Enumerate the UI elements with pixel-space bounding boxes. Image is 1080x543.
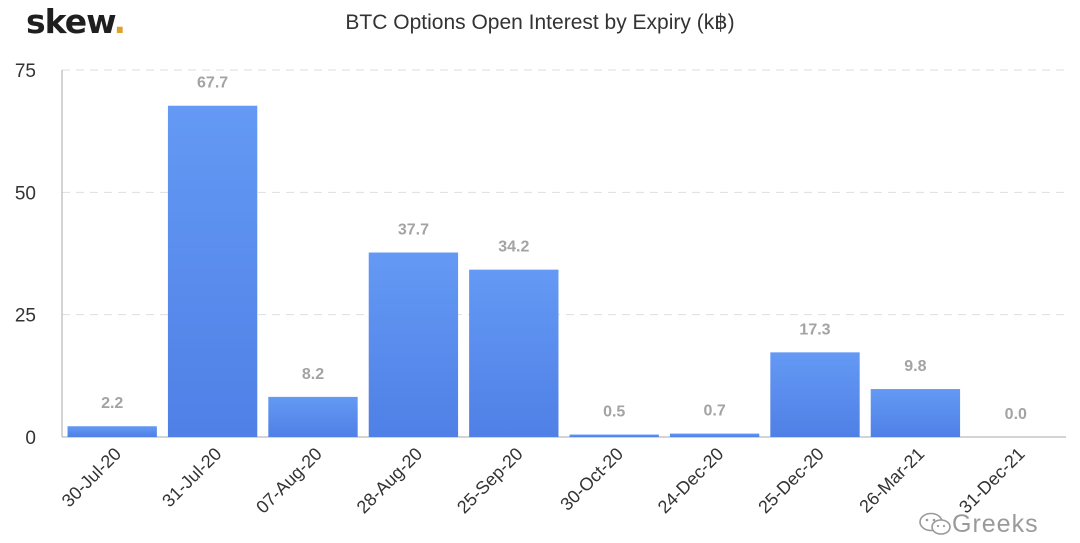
watermark: Greeks: [918, 510, 1039, 539]
x-tick-label: 30-Jul-20: [58, 444, 125, 511]
data-labels: 2.2 67.7 8.2 37.7 34.2 0.5 0.7 17.3 9.8 0.0: [101, 75, 1027, 423]
data-label: 0.5: [603, 404, 625, 421]
bar: [67, 426, 157, 437]
watermark-text: Greeks: [952, 510, 1039, 538]
bar: [669, 433, 760, 437]
bar: [368, 252, 459, 437]
x-tick-label: 25-Dec-20: [754, 444, 828, 518]
y-tick-label: 50: [15, 183, 36, 204]
bar: [569, 434, 659, 437]
x-tick-label: 26-Mar-21: [855, 444, 928, 517]
y-tick-label: 25: [15, 306, 36, 327]
data-label: 37.7: [398, 222, 429, 239]
data-label: 17.3: [799, 321, 830, 338]
x-tick-label: 07-Aug-20: [252, 444, 326, 518]
chart-title: BTC Options Open Interest by Expiry (k฿): [345, 11, 735, 34]
x-tick-label: 30-Oct-20: [556, 444, 627, 515]
bar: [167, 105, 258, 437]
bar: [268, 396, 358, 437]
bar: [469, 269, 559, 437]
y-tick-label: 75: [15, 61, 36, 82]
logo-dot: .: [113, 2, 126, 41]
x-tick-label: 25-Sep-20: [453, 444, 527, 518]
skew-logo: skew.: [26, 2, 126, 41]
data-label: 34.2: [498, 239, 529, 256]
data-label: 0.0: [1005, 406, 1027, 423]
data-label: 2.2: [101, 395, 123, 412]
data-label: 8.2: [302, 366, 324, 383]
bars: [67, 105, 961, 437]
wechat-icon: [919, 512, 951, 535]
x-tick-label: 31-Jul-20: [158, 444, 225, 511]
data-label: 0.7: [703, 403, 725, 420]
x-tick-label: 28-Aug-20: [353, 444, 427, 518]
bar: [870, 389, 961, 437]
data-label: 67.7: [197, 75, 228, 92]
logo-text: skew: [26, 2, 114, 41]
x-tick-label: 24-Dec-20: [654, 444, 728, 518]
data-label: 9.8: [904, 358, 926, 375]
x-tick-label: 31-Dec-21: [955, 444, 1029, 518]
y-tick-label: 0: [25, 428, 36, 449]
bar: [770, 352, 860, 437]
